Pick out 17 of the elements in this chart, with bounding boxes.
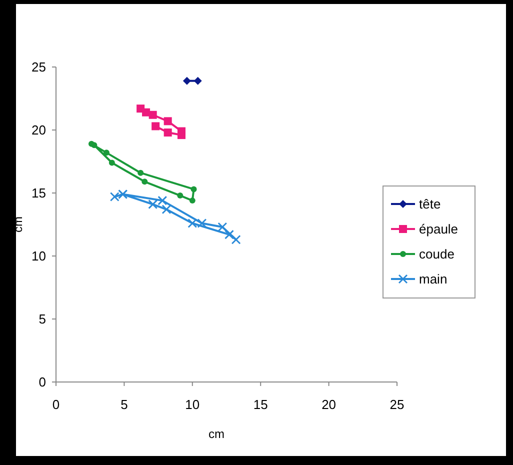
y-tick-label: 20 <box>32 122 46 138</box>
x-axis-title: cm <box>208 427 224 441</box>
legend-label: tête <box>419 196 441 212</box>
legend-label: épaule <box>419 222 458 237</box>
y-tick-label: 5 <box>38 312 46 327</box>
y-tick-label: 15 <box>32 186 46 201</box>
legend-label: main <box>419 272 448 287</box>
y-tick-label: 10 <box>32 248 46 264</box>
y-tick-label: 25 <box>32 60 46 75</box>
x-tick-label: 20 <box>322 397 336 412</box>
x-tick-label: 25 <box>390 397 404 412</box>
legend-label: coude <box>419 246 454 262</box>
x-tick-label: 15 <box>253 397 268 412</box>
y-tick-label: 0 <box>38 374 46 390</box>
x-tick-label: 0 <box>52 397 60 412</box>
x-tick-label: 10 <box>185 397 200 412</box>
x-tick-label: 5 <box>120 397 128 412</box>
